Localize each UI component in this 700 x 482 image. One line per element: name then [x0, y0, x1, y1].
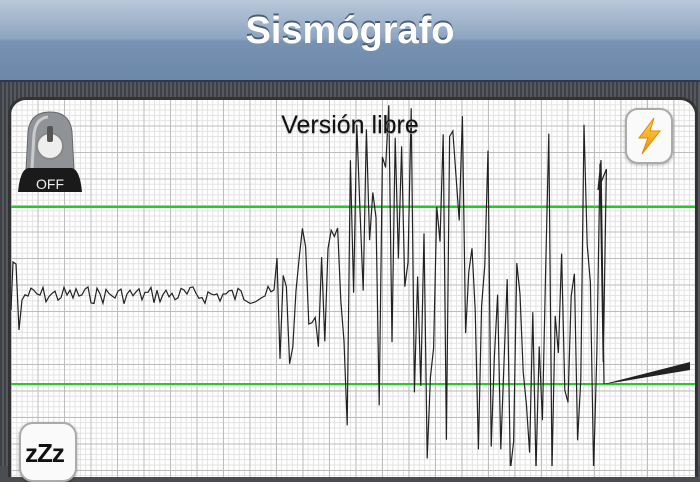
- page-title: Sismógrafo: [245, 10, 455, 52]
- seismic-waveform: [11, 105, 607, 466]
- waveform-tail-wedge: [604, 362, 690, 384]
- alarm-state-label: OFF: [36, 176, 64, 192]
- lightning-bolt-icon: [638, 117, 662, 155]
- power-button[interactable]: [625, 108, 673, 164]
- alarm-beacon-icon: [18, 111, 82, 192]
- version-label: Versión libre: [281, 111, 419, 139]
- alarm-toggle-button[interactable]: OFF: [14, 108, 86, 198]
- navigation-bar: Sismógrafo: [0, 0, 700, 82]
- sleep-button[interactable]: zZz: [19, 422, 77, 482]
- sleep-icon: zZz: [25, 438, 65, 468]
- seismograph-display: [11, 105, 695, 466]
